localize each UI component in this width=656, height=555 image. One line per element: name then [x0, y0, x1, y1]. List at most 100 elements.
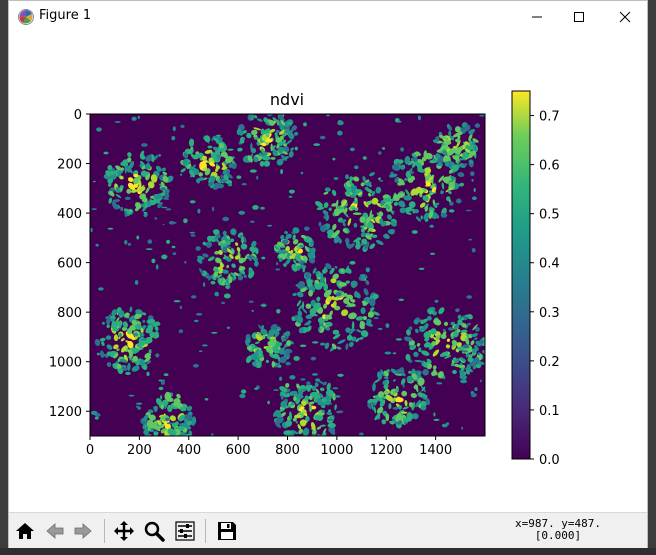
- vegetation-patch: [413, 384, 419, 390]
- save-button[interactable]: [214, 518, 240, 544]
- vegetation-patch: [284, 129, 293, 134]
- vegetation-patch: [261, 155, 271, 161]
- vegetation-patch: [283, 430, 292, 435]
- x-tick-label: 800: [275, 443, 300, 458]
- vegetation-patch: [238, 210, 245, 215]
- vegetation-patch: [356, 329, 362, 333]
- vegetation-patch: [451, 362, 455, 367]
- vegetation-patch: [431, 341, 437, 347]
- x-tick-label: 1400: [419, 443, 452, 458]
- vegetation-patch: [436, 163, 444, 167]
- vegetation-patch: [233, 232, 236, 236]
- vegetation-patch: [282, 151, 289, 155]
- vegetation-patch: [280, 395, 285, 400]
- navigation-toolbar: x=987. y=487. [0.000]: [9, 512, 647, 549]
- vegetation-patch: [249, 246, 256, 253]
- vegetation-patch: [440, 212, 448, 218]
- vegetation-patch: [203, 282, 206, 287]
- vegetation-patch: [346, 190, 350, 196]
- colorbar: [511, 90, 531, 460]
- vegetation-patch: [395, 397, 404, 403]
- vegetation-patch: [180, 168, 186, 173]
- vegetation-patch: [343, 270, 350, 274]
- vegetation-patch: [151, 258, 156, 264]
- pan-button[interactable]: [111, 518, 137, 544]
- ndvi-image[interactable]: [90, 109, 488, 447]
- vegetation-patch: [247, 356, 252, 360]
- vegetation-patch: [401, 390, 408, 397]
- vegetation-patch: [145, 186, 150, 194]
- vegetation-patch: [398, 165, 405, 170]
- vegetation-patch: [327, 422, 336, 429]
- vegetation-patch: [128, 394, 135, 397]
- vegetation-patch: [314, 201, 323, 208]
- vegetation-patch: [160, 206, 168, 209]
- vegetation-patch: [329, 267, 335, 275]
- vegetation-patch: [228, 277, 233, 284]
- vegetation-patch: [472, 138, 479, 143]
- vegetation-patch: [470, 171, 475, 177]
- vegetation-patch: [470, 392, 477, 398]
- vegetation-patch: [415, 151, 421, 156]
- title-bar[interactable]: Figure 1: [9, 1, 647, 32]
- vegetation-patch: [467, 364, 471, 369]
- zoom-button[interactable]: [141, 518, 167, 544]
- vegetation-patch: [283, 143, 287, 147]
- vegetation-patch: [459, 157, 465, 161]
- vegetation-patch: [155, 165, 162, 172]
- vegetation-patch: [351, 321, 355, 331]
- vegetation-patch: [346, 334, 353, 341]
- vegetation-patch: [425, 181, 431, 187]
- home-button[interactable]: [12, 518, 38, 544]
- vegetation-patch: [223, 254, 227, 259]
- vegetation-patch: [96, 127, 102, 132]
- vegetation-patch: [350, 298, 356, 303]
- back-button[interactable]: [42, 518, 68, 544]
- forward-button[interactable]: [70, 518, 96, 544]
- vegetation-patch: [393, 194, 400, 202]
- vegetation-patch: [296, 291, 304, 298]
- vegetation-patch: [227, 148, 234, 151]
- vegetation-patch: [462, 375, 467, 381]
- vegetation-patch: [443, 140, 452, 145]
- ndvi-plot[interactable]: ndvi 0 200 400 600 800 1000 1200 1400 0 200 400 60…: [9, 32, 647, 512]
- vegetation-patch: [348, 341, 354, 348]
- vegetation-patch: [318, 327, 321, 332]
- configure-subplots-button[interactable]: [172, 518, 198, 544]
- vegetation-patch: [279, 386, 288, 393]
- vegetation-patch: [240, 238, 244, 242]
- vegetation-patch: [446, 338, 450, 342]
- maximize-button[interactable]: [557, 1, 601, 32]
- vegetation-patch: [112, 328, 119, 332]
- sliders-icon: [175, 521, 195, 541]
- vegetation-patch: [272, 409, 279, 417]
- vegetation-patch: [108, 182, 112, 187]
- vegetation-patch: [364, 234, 372, 240]
- vegetation-patch: [385, 323, 390, 328]
- figure-canvas[interactable]: ndvi 0 200 400 600 800 1000 1200 1400 0 200 400 60…: [9, 32, 647, 512]
- minimize-button[interactable]: [515, 1, 559, 32]
- vegetation-patch: [415, 399, 421, 408]
- vegetation-patch: [281, 132, 288, 138]
- vegetation-patch: [469, 352, 476, 357]
- vegetation-patch: [349, 303, 356, 307]
- vegetation-patch: [147, 318, 156, 324]
- vegetation-patch: [296, 383, 301, 390]
- vegetation-patch: [304, 226, 310, 231]
- vegetation-patch: [153, 431, 159, 436]
- vegetation-patch: [381, 419, 387, 425]
- vegetation-patch: [255, 334, 262, 341]
- close-button[interactable]: [603, 1, 647, 32]
- matplotlib-figure-icon: [17, 8, 35, 26]
- vegetation-patch: [207, 256, 215, 262]
- vegetation-patch: [347, 218, 352, 226]
- vegetation-patch: [443, 155, 451, 162]
- vegetation-patch: [171, 245, 176, 249]
- forward-arrow-icon: [74, 523, 92, 539]
- vegetation-patch: [435, 136, 440, 140]
- vegetation-patch: [420, 405, 427, 411]
- vegetation-patch: [319, 342, 326, 346]
- vegetation-patch: [333, 207, 343, 215]
- vegetation-patch: [432, 349, 440, 357]
- vegetation-patch: [125, 371, 131, 375]
